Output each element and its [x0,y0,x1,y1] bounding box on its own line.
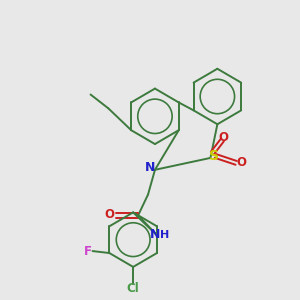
Text: N: N [150,228,160,241]
Text: N: N [145,161,155,174]
Text: H: H [160,230,170,240]
Text: Cl: Cl [127,282,140,295]
Text: S: S [209,149,219,163]
Text: O: O [236,156,246,170]
Text: F: F [84,244,92,258]
Text: O: O [218,130,228,144]
Text: O: O [104,208,114,221]
